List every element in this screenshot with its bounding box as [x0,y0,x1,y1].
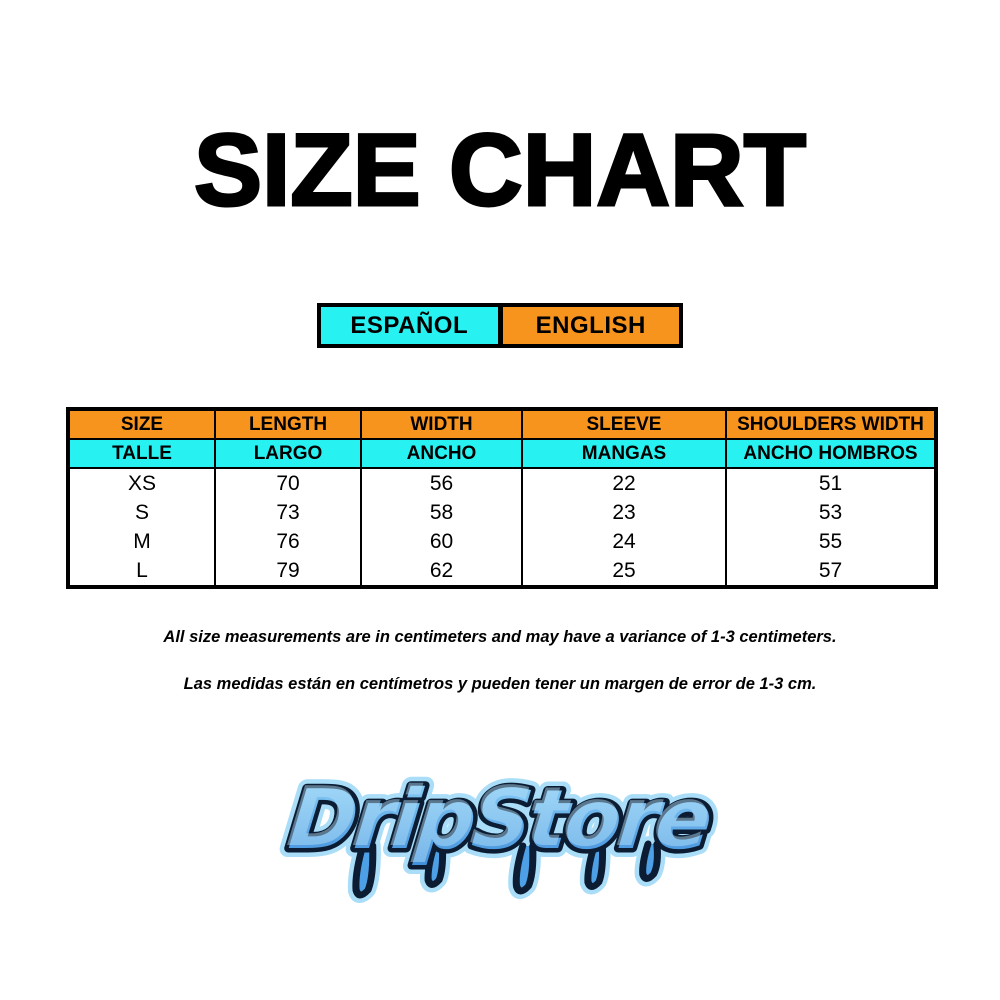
value-cell: 22 [521,468,727,498]
value-cell: 25 [521,556,727,587]
header-ancho: ANCHO [360,438,523,469]
tab-english[interactable]: ENGLISH [502,307,679,344]
size-cell: S [67,498,216,527]
dripstore-logo: DripStore DripStore DripStore DripStore [0,748,1000,918]
logo-drips-outline [352,840,661,899]
value-cell: 57 [725,556,937,587]
size-table: SIZE LENGTH WIDTH SLEEVE SHOULDERS WIDTH… [66,407,938,589]
value-cell: 23 [521,498,727,527]
table-row-s: S 73 58 23 53 [67,498,937,527]
page-title: SIZE CHART [193,112,808,229]
dripstore-logo-svg: DripStore DripStore DripStore DripStore [276,764,723,903]
language-tabs: ESPAÑOL ENGLISH [317,303,683,348]
value-cell: 56 [360,468,523,498]
header-shoulders-width: SHOULDERS WIDTH [725,408,937,440]
table-header-english: SIZE LENGTH WIDTH SLEEVE SHOULDERS WIDTH [67,408,937,440]
size-cell: L [67,556,216,587]
header-ancho-hombros: ANCHO HOMBROS [725,438,937,469]
header-sleeve: SLEEVE [521,408,727,440]
value-cell: 58 [360,498,523,527]
value-cell: 76 [214,527,362,556]
header-talle: TALLE [67,438,216,469]
logo-outline-text: DripStore [285,773,714,868]
header-mangas: MANGAS [521,438,727,469]
size-cell: XS [67,468,216,498]
value-cell: 53 [725,498,937,527]
value-cell: 24 [521,527,727,556]
header-width: WIDTH [360,408,523,440]
value-cell: 60 [360,527,523,556]
value-cell: 79 [214,556,362,587]
logo-highlight-text: DripStore [283,770,712,865]
header-size: SIZE [67,408,216,440]
header-length: LENGTH [214,408,362,440]
value-cell: 70 [214,468,362,498]
table-row-m: M 76 60 24 55 [67,527,937,556]
logo-fill-text: DripStore [285,773,714,868]
note-english: All size measurements are in centimeters… [163,628,837,646]
table-row-l: L 79 62 25 57 [67,556,937,587]
table-row-xs: XS 70 56 22 51 [67,468,937,498]
value-cell: 51 [725,468,937,498]
value-cell: 62 [360,556,523,587]
tab-espanol[interactable]: ESPAÑOL [321,307,498,344]
size-cell: M [67,527,216,556]
header-largo: LARGO [214,438,362,469]
note-spanish: Las medidas están en centímetros y puede… [183,675,817,693]
value-cell: 73 [214,498,362,527]
logo-letter-group: DripStore DripStore DripStore DripStore [276,764,723,903]
table-header-spanish: TALLE LARGO ANCHO MANGAS ANCHO HOMBROS [67,438,937,469]
value-cell: 55 [725,527,937,556]
